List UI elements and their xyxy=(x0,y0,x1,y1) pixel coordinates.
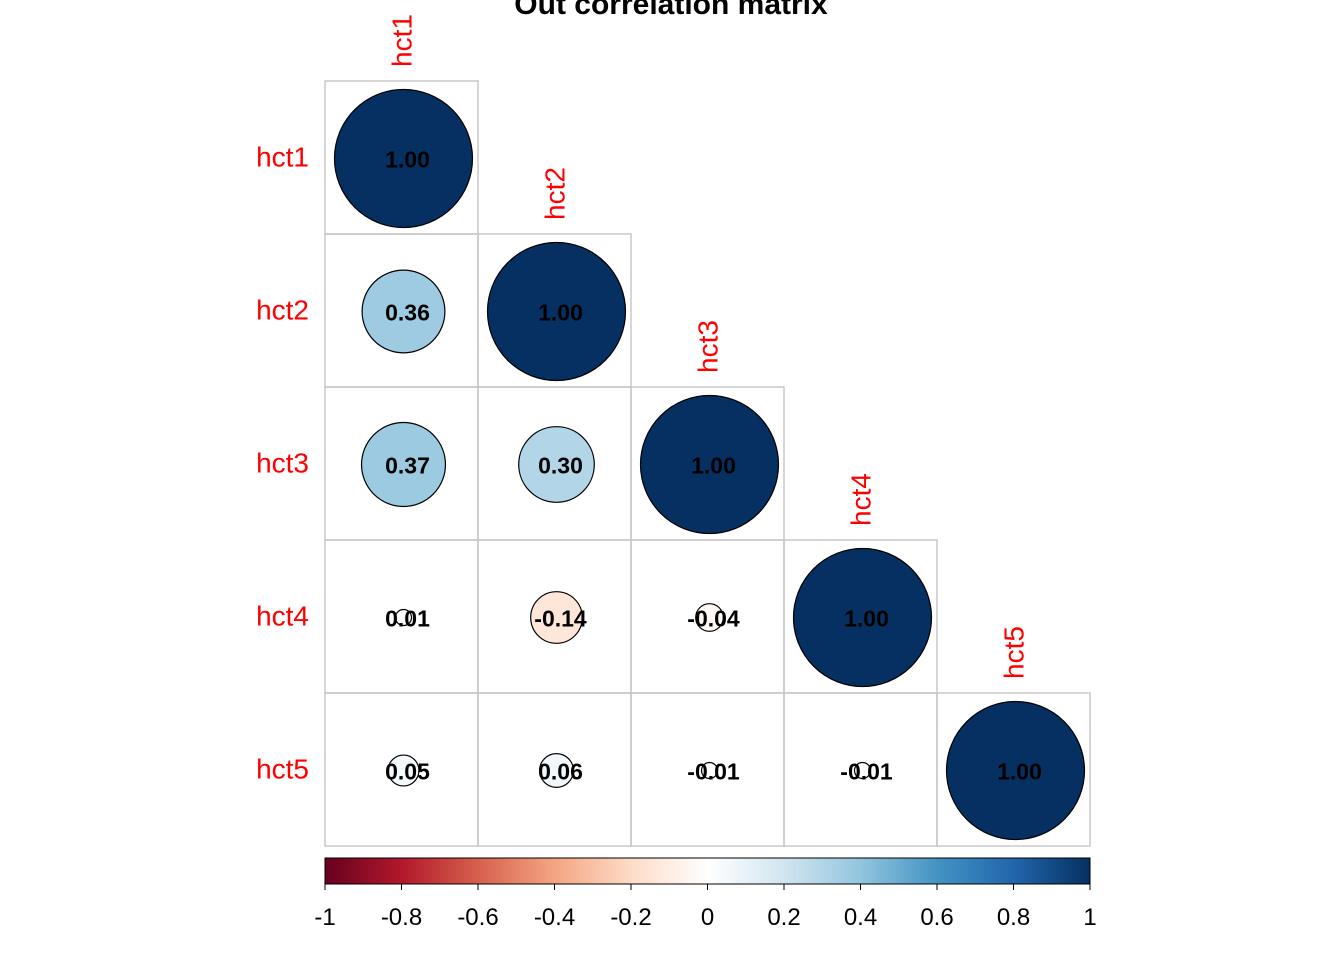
colorbar-tick-label: 0.2 xyxy=(767,904,800,931)
correlation-value-label: 0.30 xyxy=(538,453,583,479)
correlation-value-label: 0.37 xyxy=(385,453,430,479)
colorbar-tick-label: -0.6 xyxy=(457,904,498,931)
correlation-circle xyxy=(394,608,413,627)
correlation-circle xyxy=(853,761,872,780)
correlation-circle xyxy=(387,754,420,787)
correlation-value-label: -0.01 xyxy=(840,759,893,785)
column-label: hct3 xyxy=(693,320,724,373)
correlation-circle xyxy=(360,421,447,508)
column-label: hct4 xyxy=(846,473,877,526)
colorbar-tick-label: -0.8 xyxy=(381,904,422,931)
correlation-circle xyxy=(486,241,627,382)
correlation-value-label: 1.00 xyxy=(997,759,1042,785)
matrix-grid xyxy=(324,80,1091,847)
row-label: hct5 xyxy=(256,754,309,785)
correlation-circle xyxy=(538,752,575,789)
row-label: hct2 xyxy=(256,295,309,326)
correlation-circle xyxy=(695,603,724,632)
circles-layer xyxy=(333,88,1086,841)
colorbar-tick-label: 0.6 xyxy=(920,904,953,931)
correlation-circle xyxy=(700,761,719,780)
row-label: hct3 xyxy=(256,448,309,479)
column-label: hct1 xyxy=(387,14,418,67)
matrix-cell xyxy=(936,692,1091,847)
correlation-value-label: -0.01 xyxy=(687,759,740,785)
correlation-value-label: 0.06 xyxy=(538,759,583,785)
correlation-value-label: 0.05 xyxy=(385,759,430,785)
colorbar-tick-label: 0 xyxy=(701,904,714,931)
colorbar-tick-label: 0.8 xyxy=(997,904,1030,931)
correlation-circle xyxy=(530,591,583,644)
correlation-circle xyxy=(333,88,474,229)
colorbar-tick-label: -0.2 xyxy=(610,904,651,931)
column-label: hct5 xyxy=(999,626,1030,679)
correlation-circle xyxy=(792,547,933,688)
colorbar-tick-label: -1 xyxy=(314,904,335,931)
colorbar: -1 -0.8 -0.6 -0.4 -0.2 0 0.2 0.4 0.6 0.8 1 xyxy=(314,857,1097,931)
row-label: hct1 xyxy=(256,142,309,173)
column-label: hct2 xyxy=(540,167,571,220)
correlation-value-label: 1.00 xyxy=(691,453,736,479)
variable-labels-layer: hct1 hct1 hct2 hct2 hct3 hct3 hct4 hct4 hct5 hct5 xyxy=(256,14,1029,784)
correlation-value-label: 0.01 xyxy=(385,606,430,632)
correlation-value-label: 1.00 xyxy=(844,606,889,632)
value-labels-layer: 1.00 0.36 1.00 0.37 0.30 1.00 0.01 -0.14 -0.04 1.… xyxy=(385,147,1042,785)
correlation-circle xyxy=(945,700,1086,841)
correlation-value-label: 1.00 xyxy=(538,300,583,326)
row-label: hct4 xyxy=(256,601,309,632)
correlation-value-label: -0.14 xyxy=(534,606,587,632)
colorbar-tick-label: 1 xyxy=(1083,904,1096,931)
correlation-circle xyxy=(639,394,780,535)
correlation-value-label: 0.36 xyxy=(385,300,430,326)
colorbar-tick-label: 0.4 xyxy=(844,904,877,931)
correlation-circle xyxy=(361,269,446,354)
correlation-value-label: -0.04 xyxy=(687,606,740,632)
correlation-circle xyxy=(518,426,595,503)
colorbar-tick-label: -0.4 xyxy=(534,904,575,931)
correlation-value-label: 1.00 xyxy=(385,147,430,173)
chart-title: Out correlation matrix xyxy=(514,0,828,21)
colorbar-gradient xyxy=(324,857,1091,885)
